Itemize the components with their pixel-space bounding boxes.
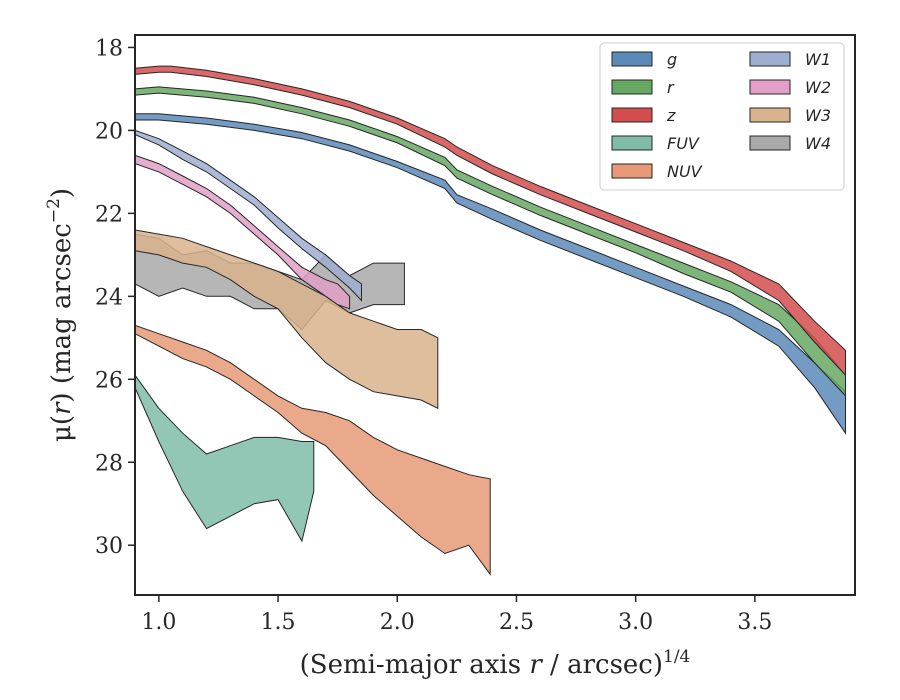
legend-label-w1: W1 [805,50,831,69]
y-axis-label-rest: ) (mag arcsec [47,223,77,402]
y-tick-label: 24 [95,285,123,310]
y-tick-label: 22 [95,202,123,227]
legend-swatch-w3 [749,107,791,123]
x-axis-label: (Semi-major axis r / arcsec)1/4 [300,647,691,680]
legend-label-nuv: NUV [667,162,703,181]
series-layer [135,65,846,576]
x-tick-label: 2.0 [380,610,415,635]
series-band-w1 [135,129,362,302]
y-axis-label-close: ) [47,188,77,198]
legend-label-w4: W4 [805,134,831,153]
series-band-g [135,113,846,435]
legend-swatch-w2 [749,79,791,95]
y-tick-label: 20 [95,119,123,144]
y-axis-label-sup: −2 [44,198,64,223]
plot-frame [134,34,856,596]
x-axis-label-main: (Semi-major axis [300,650,530,680]
y-axis-label-var: r [47,401,77,415]
y-tick-label: 28 [95,451,123,476]
x-axis-label-mid: / arcsec) [542,650,663,680]
series-band-r [135,86,846,398]
x-tick-label: 1.5 [261,610,296,635]
series-band-w2 [135,154,351,310]
legend-swatch-g [611,51,653,67]
legend: grz FUV NUV W1 W2 W3 W4 [599,42,845,191]
legend-label-r: r [667,78,675,97]
legend-label-z: z [666,106,676,125]
legend-label-fuv: FUV [667,134,700,153]
x-axis-label-sup: 1/4 [663,647,690,667]
x-tick-label: 3.0 [618,610,653,635]
legend-label-w3: W3 [805,106,831,125]
legend-swatch-nuv [611,163,653,179]
legend-swatch-w4 [749,135,791,151]
x-axis-label-var: r [529,650,543,680]
x-tick-label: 3.5 [737,610,772,635]
x-tick-label: 2.5 [499,610,534,635]
y-axis-ticks: 18 20 22 24 26 28 30 [95,36,135,559]
y-tick-label: 18 [95,36,123,61]
x-tick-label: 1.0 [141,610,176,635]
series-band-z [135,65,846,377]
series-band-w3 [135,229,439,410]
y-tick-label: 26 [95,368,123,393]
y-axis-label: μ(r) (mag arcsec−2) [44,188,77,442]
legend-label-g: g [667,50,677,69]
legend-swatch-fuv [611,135,653,151]
y-axis-label-mu: μ( [47,415,77,442]
legend-swatch-z [611,107,653,123]
legend-swatch-r [611,79,653,95]
series-band-fuv [135,374,315,543]
legend-swatch-w1 [749,51,791,67]
series-band-nuv [135,324,491,576]
x-axis-ticks: 1.0 1.5 2.0 2.5 3.0 3.5 [141,595,772,635]
y-tick-label: 30 [95,534,123,559]
legend-label-w2: W2 [805,78,831,97]
